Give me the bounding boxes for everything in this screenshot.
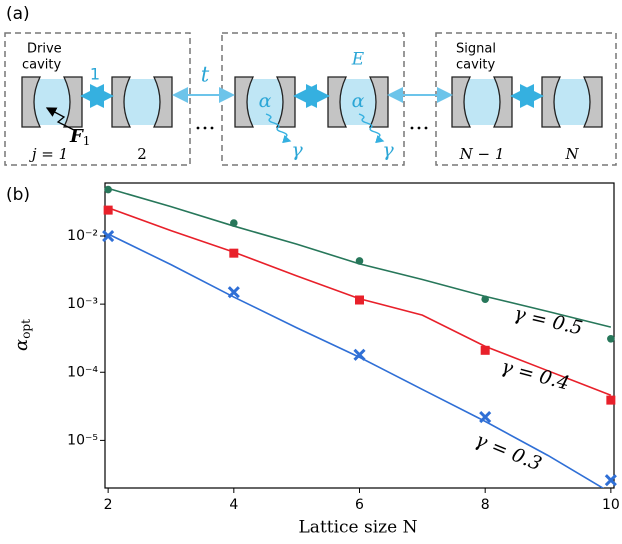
alpha-label: α (352, 90, 365, 112)
force-sub: 1 (83, 134, 91, 148)
series-label: γ = 0.5 (512, 302, 585, 339)
force-label: F1 (69, 126, 90, 148)
cavity-field (30, 79, 74, 125)
y-axis-label: αopt (11, 319, 33, 351)
cavity-field (550, 79, 594, 125)
marker (479, 410, 492, 424)
site-label: 2 (137, 145, 147, 163)
mirror (327, 76, 348, 128)
marker (355, 257, 364, 265)
energy-label: E (351, 50, 365, 70)
y-tick-label: 10⁻³ (67, 296, 98, 312)
site-label: N (564, 145, 579, 163)
coupling-label: 1 (90, 65, 100, 84)
mirror (275, 76, 296, 128)
cavity-field (336, 79, 380, 125)
x-tick-label: 10 (602, 497, 620, 513)
mirror (111, 76, 132, 128)
force-main: F (69, 126, 84, 147)
site-label: j = 1 (29, 145, 68, 163)
marker (355, 295, 364, 305)
decay-arrow (265, 113, 292, 144)
marker (230, 219, 238, 227)
ellipsis-dot (410, 126, 414, 130)
plot-frame (104, 182, 615, 489)
diagram (4, 32, 617, 166)
drive-arrow (45, 107, 75, 131)
mirror (152, 76, 173, 128)
series-label: γ = 0.4 (499, 355, 572, 394)
marker (229, 248, 239, 258)
marker (481, 295, 489, 304)
mirror (451, 76, 472, 128)
decay-arrow (358, 113, 385, 144)
ellipsis-dot (210, 126, 214, 130)
panel-label: (a) (6, 4, 30, 24)
drive-label: Drive (27, 42, 62, 57)
x-tick-label: 6 (355, 497, 364, 513)
mirror (541, 76, 562, 128)
marker (104, 185, 112, 194)
y-tick-label: 10⁻² (67, 228, 98, 244)
x-tick-label: 2 (104, 497, 113, 513)
mirror (582, 76, 603, 128)
signal-label: Signal (456, 42, 496, 57)
drive-label: cavity (22, 58, 62, 73)
mirror (234, 76, 255, 128)
y-tick-label: 10⁻⁵ (67, 432, 98, 448)
y-label-main: α (11, 339, 32, 351)
plot-area (107, 187, 612, 488)
ellipsis-dot (196, 126, 200, 130)
cavity-field (460, 79, 504, 125)
marker (227, 286, 240, 299)
mirror (62, 76, 83, 128)
cavity-field (243, 79, 287, 125)
panel-label: (b) (6, 185, 30, 205)
mirror (21, 76, 42, 128)
marker (480, 345, 490, 355)
y-tick-label: 10⁻⁴ (67, 364, 98, 380)
marker (607, 334, 615, 343)
mirror (368, 76, 389, 128)
x-axis-label: Lattice size N (299, 518, 418, 538)
fit-line (107, 233, 605, 488)
ellipsis-dot (424, 126, 428, 130)
ellipsis-dot (417, 126, 421, 130)
marker (604, 474, 617, 487)
x-tick-label: 8 (481, 497, 490, 513)
x-tick-label: 4 (229, 497, 238, 513)
cavity-field (120, 79, 164, 125)
site-label: N − 1 (459, 145, 505, 163)
gamma-label: γ (382, 139, 394, 161)
marker (353, 348, 366, 361)
signal-label: cavity (456, 58, 496, 73)
y-label-sub: opt (19, 319, 33, 339)
mirror (492, 76, 513, 128)
alpha-label: α (259, 90, 272, 112)
gamma-label: γ (291, 139, 303, 161)
series-label: γ = 0.3 (472, 429, 545, 475)
coupling-label: t (201, 63, 210, 87)
marker (606, 395, 616, 405)
box (435, 32, 617, 166)
ellipsis-dot (203, 126, 207, 130)
marker (103, 205, 113, 215)
marker (102, 229, 115, 243)
